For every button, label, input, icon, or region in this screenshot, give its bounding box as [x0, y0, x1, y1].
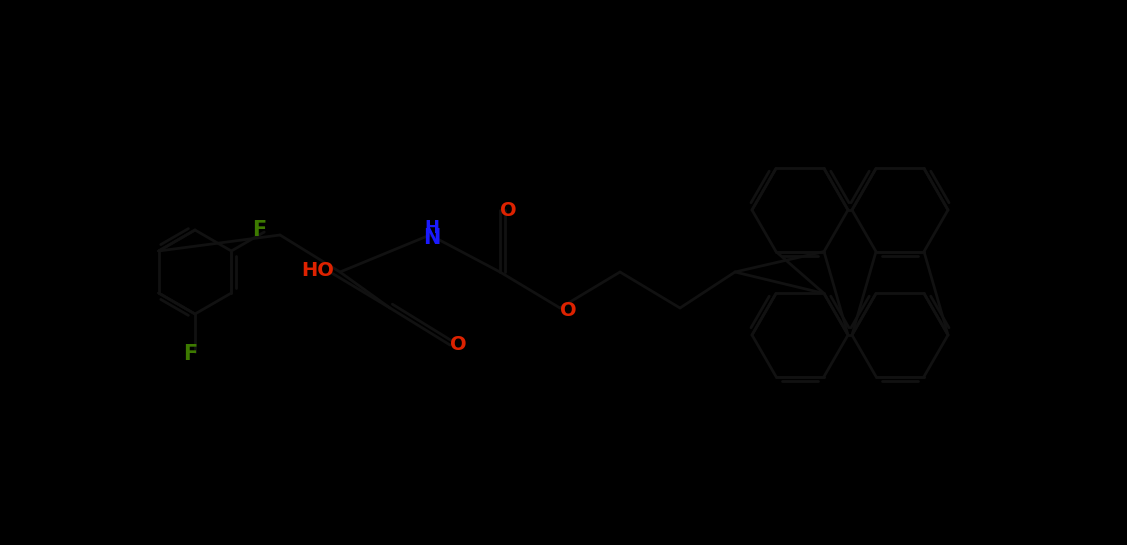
Text: H: H: [425, 219, 440, 237]
Text: HO: HO: [302, 262, 335, 281]
Text: F: F: [252, 220, 266, 240]
Text: O: O: [499, 201, 516, 220]
Text: O: O: [560, 301, 576, 320]
Text: N: N: [424, 228, 441, 248]
Text: F: F: [183, 344, 197, 364]
Text: O: O: [450, 336, 467, 354]
